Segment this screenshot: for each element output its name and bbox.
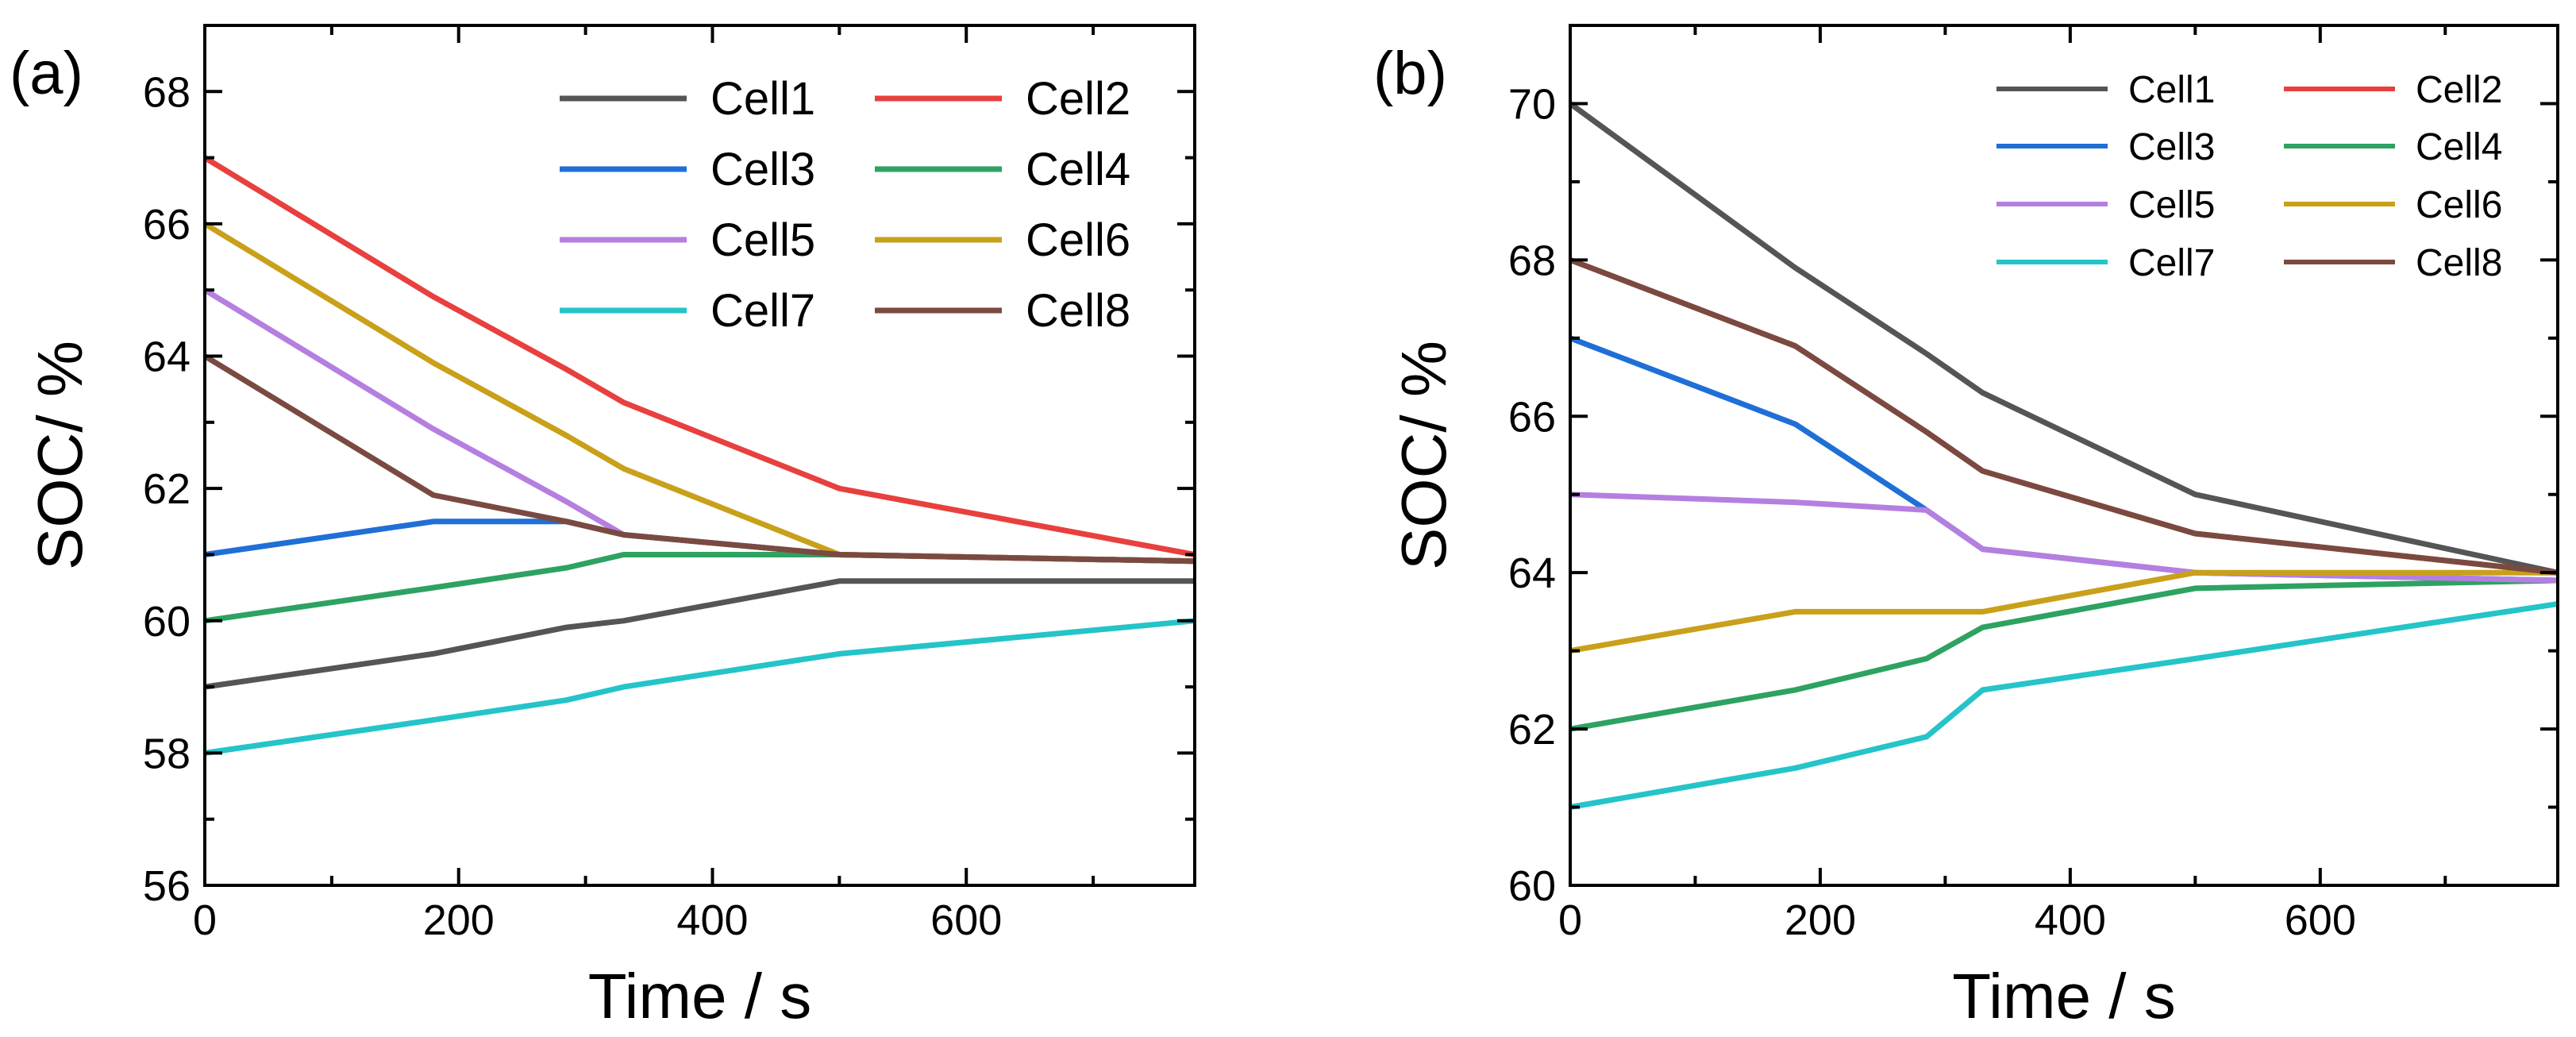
panel1-y-tick-label: 56	[143, 862, 191, 910]
panel2-x-tick-label: 0	[1558, 896, 1582, 944]
panel1-y-tick-label: 64	[143, 333, 191, 381]
panel2-x-tick-label: 400	[2035, 896, 2106, 944]
panel1-legend-item-cell2: Cell2	[875, 73, 1130, 125]
panel2-legend-item-cell5: Cell5	[1996, 184, 2215, 226]
panel2-series-cell1-line	[1568, 101, 2559, 576]
panel1-legend-item-cell1: Cell1	[560, 73, 815, 125]
panel2-legend: Cell1 Cell2 Cell3 Cell4 Cell5 Cell6 Cell7 Cell8	[1996, 69, 2502, 284]
panel2-x-axis-title: Time / s	[1952, 961, 2175, 1031]
panel2-legend-item-cell4: Cell4	[2284, 126, 2502, 168]
panel1-legend-item-cell5: Cell5	[560, 214, 815, 266]
panel1-series-cell7-line	[204, 618, 1196, 756]
panel1-legend-label: Cell1	[710, 73, 815, 125]
panel2-y-tick-label: 64	[1508, 549, 1556, 597]
panel2-y-tick-label: 60	[1508, 862, 1556, 910]
panel1-legend-label: Cell5	[710, 214, 815, 266]
panel2-series-cell6-line	[1569, 569, 2558, 654]
panel1-x-tick-label: 400	[676, 896, 748, 944]
panel1-x-tick-label: 600	[930, 896, 1002, 944]
panel2-series-cell2-line	[1569, 257, 2559, 576]
panel1-legend-label: Cell7	[710, 285, 815, 337]
panel2-legend-item-cell3: Cell3	[1996, 126, 2215, 168]
panel2-y-tick-label: 68	[1508, 237, 1556, 284]
panel2-y-tick-label: 62	[1508, 706, 1556, 754]
panel2-legend-label: Cell1	[2128, 69, 2215, 111]
panel1-series-cell6-line	[203, 221, 1196, 565]
panel1-series-cell2-line	[203, 155, 1196, 557]
panel1-y-tick-label: 66	[143, 201, 191, 249]
panel2-legend-label: Cell2	[2416, 69, 2502, 111]
panel2-panel-label: (b)	[1373, 40, 1447, 107]
panel2-series-cell3-line	[1569, 335, 2559, 584]
panel2-plot-frame	[1569, 24, 2559, 887]
panel1-x-tick-label: 0	[193, 896, 217, 944]
panel1-x-axis-title: Time / s	[588, 961, 811, 1031]
panel1-plot-frame	[203, 24, 1196, 887]
panel1-legend-label: Cell3	[710, 144, 815, 195]
panel1-legend-label: Cell8	[1026, 285, 1130, 337]
panel1-series-cell1-line	[204, 578, 1195, 690]
panel1-legend-item-cell4: Cell4	[875, 144, 1130, 195]
panel1-y-tick-label: 68	[143, 68, 191, 116]
panel1-y-axis-title: SOC/ %	[25, 341, 95, 570]
panel2-legend-label: Cell8	[2416, 242, 2502, 284]
panel2-x-tick-label: 200	[1785, 896, 1856, 944]
panel2-legend-label: Cell3	[2128, 126, 2215, 168]
panel2-series-cell7-line	[1569, 601, 2559, 810]
panel1-series-cell4-line	[204, 552, 1196, 624]
panel1-legend-label: Cell2	[1026, 73, 1130, 125]
panel1-legend-item-cell8: Cell8	[875, 285, 1130, 337]
panel1-legend: Cell1 Cell2 Cell3 Cell4 Cell5 Cell6 Cell7 Cell8	[560, 73, 1130, 337]
panel2-legend-item-cell7: Cell7	[1996, 242, 2215, 284]
panel1-x-tick-label: 200	[423, 896, 495, 944]
panel2-chart: 0 200 400 600 60 62 64 66 68 70 Time / s SOC/ % (b) C…	[1373, 24, 2559, 1031]
panel1-series-cell8-line	[203, 353, 1196, 565]
panel2-y-tick-label: 66	[1508, 393, 1556, 441]
panel1-legend-item-cell3: Cell3	[560, 144, 815, 195]
panel1-legend-label: Cell6	[1026, 214, 1130, 266]
panel1-legend-item-cell6: Cell6	[875, 214, 1130, 266]
panel2-series-cell4-line	[1569, 577, 2559, 732]
panel1-chart: 0 200 400 600 56 58 60 62 64 66 68 Time / s SOC/ % (a…	[10, 24, 1196, 1031]
panel1-y-tick-label: 62	[143, 465, 191, 513]
panel2-x-tick-label: 600	[2285, 896, 2356, 944]
panel2-legend-label: Cell5	[2128, 184, 2215, 226]
panel2-legend-label: Cell4	[2416, 126, 2502, 168]
panel2-y-axis-title: SOC/ %	[1388, 341, 1459, 570]
panel2-series-cell8-line	[1569, 257, 2559, 576]
panel2-legend-label: Cell6	[2416, 184, 2502, 226]
panel1-legend-item-cell7: Cell7	[560, 285, 815, 337]
panel2-legend-item-cell2: Cell2	[2284, 69, 2502, 111]
panel2-y-tick-label: 70	[1508, 80, 1556, 128]
panel2-series-cell5-line	[1569, 492, 2559, 584]
panel1-legend-label: Cell4	[1026, 144, 1130, 195]
panel2-legend-item-cell8: Cell8	[2284, 242, 2502, 284]
panel2-legend-item-cell6: Cell6	[2284, 184, 2502, 226]
panel1-panel-label: (a)	[10, 40, 83, 107]
panel2-legend-label: Cell7	[2128, 242, 2215, 284]
panel2-legend-item-cell1: Cell1	[1996, 69, 2215, 111]
panel1-y-tick-label: 58	[143, 730, 191, 777]
panel1-y-tick-label: 60	[143, 598, 191, 646]
